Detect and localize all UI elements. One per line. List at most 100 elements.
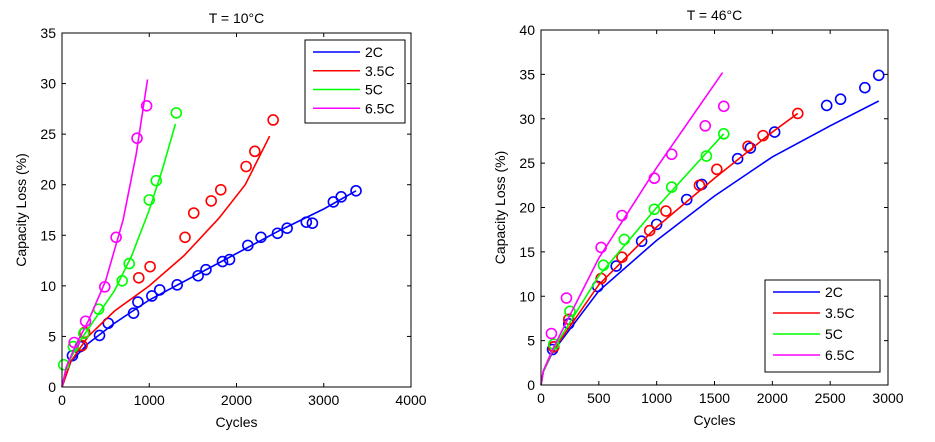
- legend-label: 2C: [825, 284, 843, 300]
- y-tick-label: 35: [40, 25, 56, 41]
- fit-line-6.5C: [540, 72, 724, 386]
- y-tick-label: 25: [40, 126, 56, 142]
- data-point-2C: [281, 222, 293, 235]
- x-axis-label: Cycles: [693, 412, 735, 428]
- chart-title: T = 10°C: [209, 10, 265, 26]
- x-tick-label: 2000: [221, 392, 252, 408]
- axes-box: [540, 29, 889, 386]
- data-point-5C: [150, 174, 163, 187]
- fit-line-3.5C: [540, 112, 799, 386]
- data-point-3.5C: [187, 207, 200, 219]
- x-tick-label: 0: [537, 390, 545, 406]
- y-tick-label: 20: [40, 177, 56, 193]
- data-point-2C: [859, 81, 871, 94]
- data-point-5C: [717, 128, 730, 140]
- y-tick-label: 25: [519, 155, 535, 171]
- data-point-5C: [618, 233, 631, 246]
- x-tick-label: 4000: [395, 392, 426, 408]
- data-point-3.5C: [643, 224, 656, 237]
- x-tick-label: 3000: [308, 392, 339, 408]
- data-point-2C: [306, 217, 319, 229]
- data-point-3.5C: [205, 195, 217, 207]
- data-point-3.5C: [791, 107, 804, 120]
- fit-line-5C: [540, 133, 725, 386]
- data-point-3.5C: [693, 179, 706, 192]
- data-point-3.5C: [240, 160, 252, 173]
- data-point-3.5C: [214, 183, 227, 196]
- x-tick-label: 2500: [815, 390, 846, 406]
- chart-title: T = 46°C: [687, 7, 743, 23]
- x-tick-label: 0: [58, 392, 66, 408]
- data-point-2C: [153, 284, 166, 296]
- data-point-2C: [242, 239, 254, 252]
- legend-label: 6.5C: [825, 347, 855, 363]
- y-tick-label: 30: [40, 76, 56, 92]
- data-point-3.5C: [179, 231, 191, 244]
- data-point-3.5C: [132, 271, 145, 284]
- data-point-3.5C: [742, 140, 754, 153]
- data-point-6.5C: [616, 209, 628, 222]
- legend: 2C 3.5C 5C 6.5C: [304, 39, 406, 124]
- data-point-2C: [872, 69, 885, 82]
- y-tick-label: 15: [40, 227, 56, 243]
- data-point-2C: [200, 263, 212, 276]
- axes-box: [61, 32, 412, 388]
- y-axis-label: Capacity Loss (%): [13, 153, 29, 267]
- data-point-2C: [610, 260, 622, 272]
- legend: 2C 3.5C 5C 6.5C: [764, 279, 881, 373]
- legend-label: 3.5C: [365, 63, 395, 79]
- data-point-6.5C: [648, 172, 661, 185]
- legend-box: [764, 279, 881, 373]
- data-point-6.5C: [79, 315, 92, 328]
- y-tick-label: 15: [519, 244, 535, 260]
- data-point-2C: [132, 296, 144, 308]
- data-point-2C: [127, 307, 140, 319]
- data-point-6.5C: [665, 148, 678, 161]
- data-point-2C: [255, 231, 267, 244]
- data-point-2C: [271, 227, 284, 240]
- data-point-2C: [635, 235, 648, 248]
- fit-line-6.5C: [61, 79, 149, 388]
- y-axis-label: Capacity Loss (%): [492, 151, 508, 265]
- legend-label: 3.5C: [825, 305, 855, 321]
- data-point-2C: [335, 191, 348, 203]
- data-point-2C: [350, 184, 362, 197]
- fit-line-2C: [61, 190, 357, 388]
- data-point-3.5C: [757, 129, 769, 142]
- data-point-6.5C: [699, 120, 712, 132]
- data-point-5C: [547, 338, 560, 350]
- data-point-3.5C: [616, 251, 628, 264]
- y-tick-label: 20: [519, 200, 535, 216]
- y-tick-label: 5: [48, 328, 56, 344]
- data-point-2C: [834, 93, 847, 106]
- data-point-2C: [820, 99, 833, 112]
- data-point-3.5C: [711, 163, 723, 176]
- data-point-2C: [223, 253, 236, 266]
- data-point-2C: [327, 196, 340, 208]
- data-point-5C: [700, 150, 713, 162]
- x-tick-label: 2000: [757, 390, 788, 406]
- data-point-2C: [171, 279, 183, 291]
- x-axis-label: Cycles: [215, 414, 257, 430]
- chart-0: T = 10°C Cycles Capacity Loss (%) 0 1000 2000…: [13, 10, 427, 430]
- data-point-2C: [768, 126, 781, 138]
- chart-1: T = 46°C Cycles Capacity Loss (%) 0 500 1000 1…: [492, 7, 904, 428]
- legend-label: 2C: [365, 44, 383, 60]
- data-point-3.5C: [249, 145, 261, 158]
- x-tick-label: 1000: [134, 392, 165, 408]
- data-point-2C: [216, 255, 229, 268]
- data-point-2C: [300, 216, 313, 228]
- data-point-6.5C: [595, 241, 607, 254]
- data-point-6.5C: [545, 327, 558, 340]
- data-point-2C: [731, 152, 744, 165]
- data-point-6.5C: [68, 336, 81, 349]
- data-point-5C: [143, 194, 156, 206]
- data-point-6.5C: [560, 292, 573, 304]
- x-tick-label: 1000: [641, 390, 672, 406]
- data-point-2C: [744, 142, 757, 154]
- data-point-2C: [146, 290, 158, 302]
- data-point-2C: [650, 218, 663, 231]
- data-point-6.5C: [717, 100, 730, 113]
- y-tick-label: 40: [519, 22, 535, 38]
